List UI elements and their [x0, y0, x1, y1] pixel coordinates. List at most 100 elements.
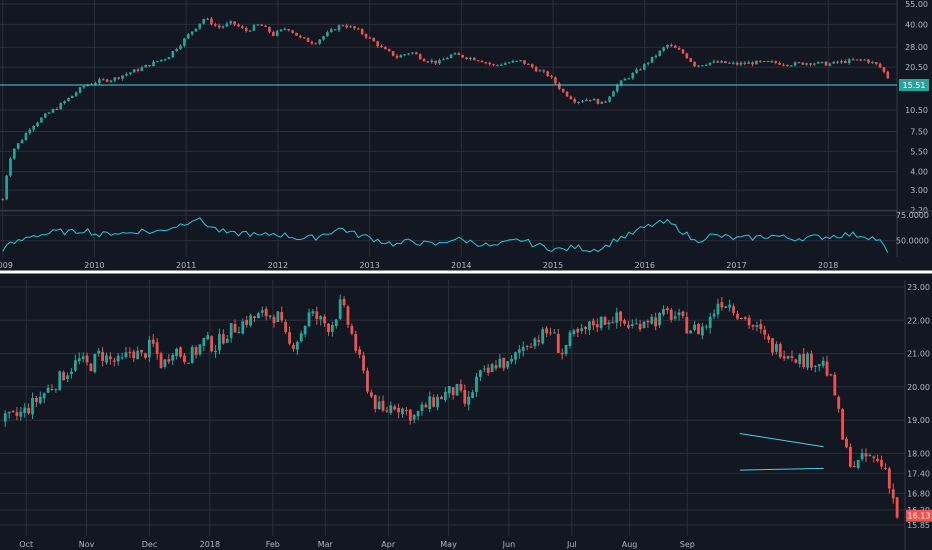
price-candle-body: [1, 199, 5, 201]
price-candle-body: [136, 69, 140, 71]
daily-candle-body: [708, 316, 712, 328]
daily-candle-body: [11, 410, 15, 412]
daily-candle-body: [101, 351, 105, 361]
daily-candle-body: [662, 309, 665, 315]
daily-candle-body: [607, 322, 611, 325]
price-candle-body: [445, 58, 449, 60]
daily-candle-body: [284, 321, 288, 333]
daily-candle-body: [155, 342, 159, 354]
daily-candle-body: [884, 467, 887, 469]
daily-candle-body: [876, 459, 880, 461]
daily-candle-body: [424, 404, 428, 408]
daily-candle-body: [432, 397, 436, 407]
daily-candle-body: [369, 392, 373, 397]
price-candle-body: [704, 64, 708, 66]
daily-candle-body: [233, 324, 237, 333]
price-candle-body: [480, 60, 484, 63]
daily-candle-body: [397, 407, 401, 413]
price-candle-body: [128, 72, 132, 74]
price-candle-body: [449, 54, 453, 59]
price-candle-body: [608, 96, 611, 102]
daily-candle-body: [490, 364, 494, 372]
price-candle-body: [724, 61, 727, 63]
year-x-tick-label: 2010: [84, 261, 104, 270]
price-candle-body: [646, 62, 650, 64]
daily-candle-body: [381, 400, 385, 411]
price-candle-body: [287, 29, 291, 31]
daily-candle-body: [506, 361, 510, 368]
daily-candle-body: [673, 316, 677, 319]
daily-candle-body: [864, 453, 868, 457]
rsi-panel-grid: [0, 210, 932, 242]
daily-candle-body: [140, 349, 143, 353]
price-candle-body: [588, 99, 592, 101]
price-candle-body: [538, 70, 542, 72]
price-candle-body: [438, 60, 441, 64]
daily-candle-body: [210, 336, 214, 352]
daily-candle-body: [73, 360, 77, 371]
daily-candle-body: [175, 348, 179, 357]
price-candle-body: [13, 148, 16, 159]
daily-y-tick-label: 20.00: [907, 383, 930, 392]
price-candle-body: [832, 61, 836, 64]
price-candle-body: [569, 96, 573, 100]
daily-candle-body: [151, 339, 155, 344]
month-x-tick-label: Sep: [680, 540, 695, 549]
daily-y-tick-label: 19.00: [907, 416, 930, 425]
price-candle-body: [63, 101, 66, 104]
price-candle-body: [271, 32, 275, 36]
price-candle-body: [78, 87, 82, 93]
daily-candle-body: [198, 344, 202, 355]
price-y-tick-label: 55.00: [905, 0, 928, 9]
daily-candle-body: [486, 367, 490, 373]
price-candle-body: [20, 140, 24, 144]
price-panel-daily[interactable]: 15.8516.3016.8017.4018.0019.0020.0021.00…: [0, 280, 932, 550]
daily-candle-body: [307, 312, 311, 326]
price-candle-body: [55, 109, 59, 111]
rsi-panel[interactable]: 50.0000 75.0000: [0, 210, 932, 253]
month-x-tick-label: Aug: [622, 540, 638, 549]
daily-candle-body: [498, 358, 502, 368]
price-candle-body: [306, 38, 310, 42]
triangle-lower-trendline: [739, 467, 824, 471]
daily-candle-body: [739, 317, 743, 319]
price-candle-body: [519, 60, 522, 62]
daily-candle-body: [342, 298, 346, 306]
price-candle-body: [793, 62, 797, 66]
price-candle-body: [828, 63, 832, 66]
daily-candle-body: [214, 350, 217, 353]
price-candle-body: [731, 62, 735, 64]
daily-y-tick-label: 16.80: [907, 489, 930, 498]
daily-candle-body: [517, 349, 521, 353]
year-x-tick-label: 2013: [359, 261, 379, 270]
daily-candle-body: [19, 411, 23, 417]
price-panel-2009-2018[interactable]: 2.203.004.005.507.5010.5015.5020.5028.00…: [0, 0, 929, 257]
daily-candle-body: [584, 326, 587, 330]
daily-candle-body: [280, 312, 284, 321]
price-candle-body: [422, 59, 426, 62]
price-candle-body: [496, 64, 499, 66]
daily-candle-body: [93, 354, 97, 373]
price-candle-body: [140, 67, 144, 71]
price-candle-body: [233, 21, 236, 25]
daily-candle-body: [880, 459, 883, 467]
daily-candle-body: [712, 313, 716, 317]
price-candle-body: [507, 62, 511, 64]
daily-candle-body: [112, 360, 116, 362]
daily-candle-body: [35, 397, 38, 402]
daily-y-tick-label: 17.40: [907, 469, 930, 478]
daily-candle-body: [841, 409, 845, 440]
daily-candle-body: [404, 410, 408, 412]
rsi-panel-y-axis: 50.0000 75.0000: [896, 211, 929, 246]
price-candle-body: [295, 32, 298, 36]
price-candle-body: [256, 24, 260, 26]
price-candle-body: [527, 63, 530, 65]
daily-candle-body: [771, 338, 774, 353]
price-candle-body: [260, 24, 264, 26]
price-candle-body: [809, 63, 812, 65]
price-candle-body: [801, 62, 805, 65]
daily-candle-body: [412, 414, 416, 420]
price-candle-body: [391, 51, 395, 56]
